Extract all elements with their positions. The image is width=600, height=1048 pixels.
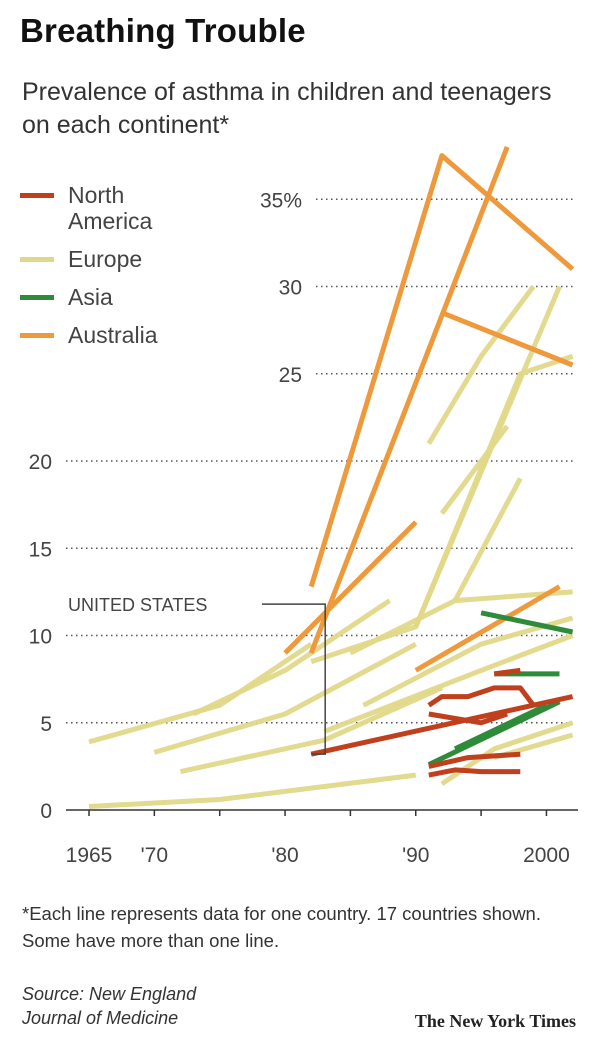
series-line-asia (427, 699, 561, 767)
footnote: *Each line represents data for one count… (22, 903, 541, 951)
series-line-europe (439, 424, 510, 515)
legend-item-europe: Europe (20, 246, 178, 272)
legend-item-north-america: North America (20, 182, 178, 234)
series-line-australia (440, 310, 574, 368)
legend-swatch-europe (20, 257, 54, 262)
series-line-north-america (427, 685, 536, 708)
y-tick-label: 25 (279, 364, 302, 387)
source-line-2: Journal of Medicine (22, 1008, 179, 1028)
series-line-australia (308, 145, 510, 654)
y-tick-label: 30 (279, 277, 302, 300)
series-line-australia (414, 584, 561, 673)
legend-label: Europe (68, 246, 143, 272)
series-line-europe (349, 589, 573, 656)
series-line-australia (308, 153, 575, 588)
y-tick-label: 20 (29, 451, 52, 474)
legend: North America Europe Asia Australia (20, 182, 178, 360)
series-line-north-america (428, 767, 521, 778)
chart-title: Breathing Trouble (20, 12, 306, 49)
annotation-leader (262, 603, 326, 755)
series-line-europe (323, 633, 574, 734)
series-line-asia (453, 703, 548, 752)
legend-swatch-asia (20, 295, 54, 300)
y-tick-label: 35% (260, 189, 302, 212)
series-line-asia (480, 610, 574, 635)
y-tick-label: 0 (40, 800, 52, 823)
series-line-north-america (428, 751, 521, 769)
chart-subtitle: Prevalence of asthma in children and tee… (22, 78, 552, 139)
credit: The New York Times (414, 1011, 576, 1031)
source-line-1: Source: New England (22, 984, 197, 1004)
x-tick-label: '90 (402, 844, 429, 867)
y-tick-label: 15 (29, 538, 52, 561)
series-line-europe (426, 285, 536, 445)
series-line-europe (88, 642, 313, 745)
legend-swatch-north-america (20, 193, 54, 198)
series-line-north-america (428, 711, 508, 726)
legend-item-asia: Asia (20, 284, 178, 310)
source-note: Source: New England Journal of Medicine (22, 982, 196, 1030)
asthma-line-chart: 0 5 10 15 20 25 30 35% 1965 '70 '80 '90 2000 UNITED S… (29, 145, 578, 867)
series-line-europe (413, 353, 574, 628)
x-tick-label: 1965 (66, 844, 113, 867)
series-line-europe (88, 772, 417, 809)
series-line-europe (179, 685, 443, 775)
legend-label: North America (68, 182, 153, 234)
x-tick-label: '80 (271, 844, 298, 867)
series-line-north-america (310, 694, 574, 757)
x-tick-label: '70 (141, 844, 168, 867)
legend-swatch-australia (20, 333, 54, 338)
series-line-europe (452, 477, 523, 602)
y-tick-label: 5 (40, 713, 52, 736)
legend-label: Australia (68, 322, 158, 348)
y-tick-label: 10 (29, 626, 52, 649)
x-tick-label: 2000 (523, 844, 570, 867)
legend-label: Asia (68, 284, 113, 310)
series-line-europe (153, 641, 417, 755)
series-line-north-america (493, 667, 521, 677)
legend-item-australia: Australia (20, 322, 178, 348)
annotation-united-states: UNITED STATES (68, 595, 207, 615)
series-line-australia (283, 520, 418, 655)
series-line-europe (192, 598, 391, 717)
